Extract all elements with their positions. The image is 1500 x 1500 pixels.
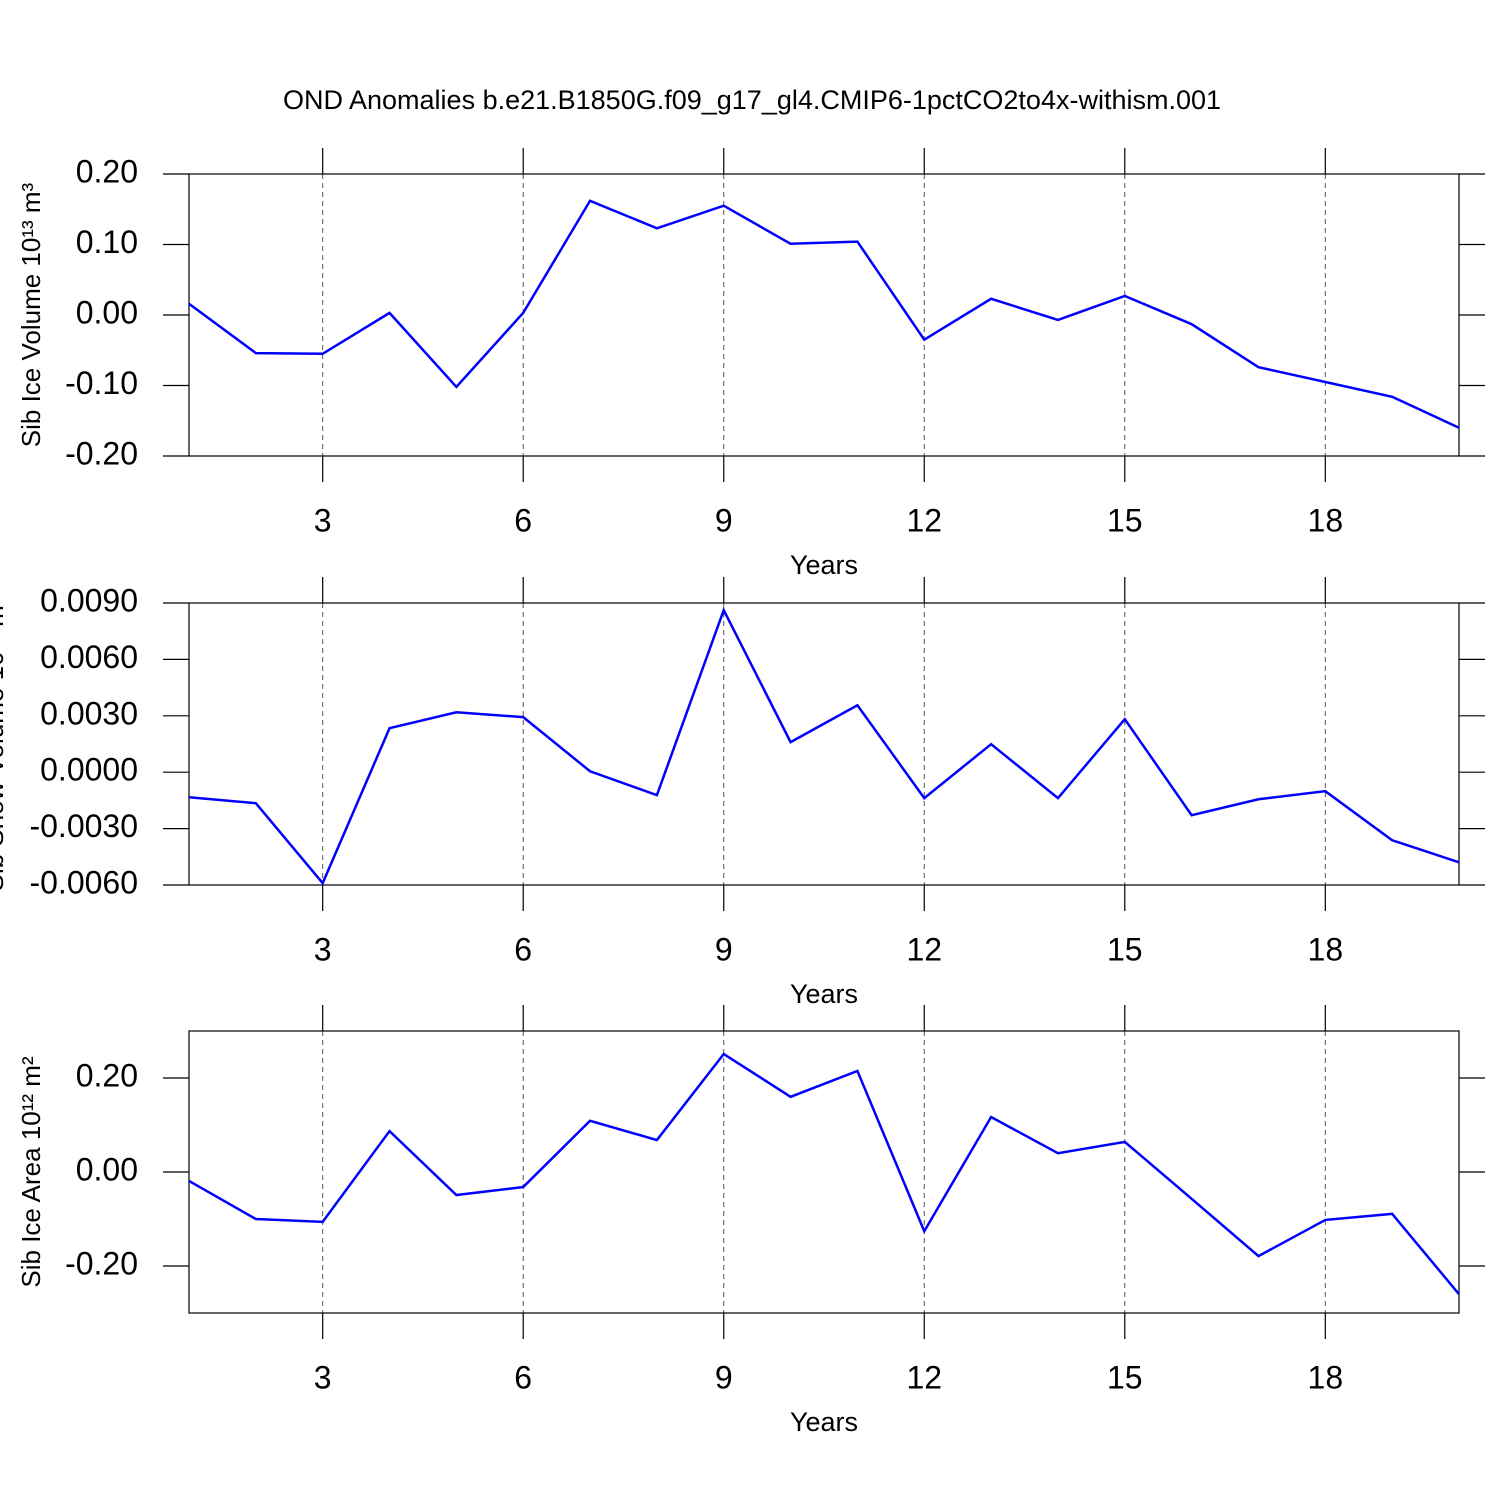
y-tick-label: 0.0000 — [40, 752, 138, 788]
y-tick-label: 0.20 — [76, 1057, 138, 1093]
y-tick-label: -0.20 — [65, 1245, 138, 1281]
x-tick-label: 15 — [1107, 502, 1143, 538]
x-axis-label: Years — [790, 979, 858, 1009]
y-tick-label: 0.0030 — [40, 695, 138, 731]
data-line — [188, 199, 1460, 429]
data-line — [188, 606, 1460, 886]
x-tick-label: 3 — [314, 1359, 332, 1395]
x-tick-label: 12 — [906, 1359, 942, 1395]
y-tick-label: -0.0030 — [29, 808, 138, 844]
y-tick-label: -0.20 — [65, 435, 138, 471]
x-tick-label: 18 — [1308, 1359, 1344, 1395]
x-tick-label: 3 — [314, 931, 332, 967]
x-tick-label: 18 — [1308, 931, 1344, 967]
x-tick-label: 15 — [1107, 1359, 1143, 1395]
y-tick-label: 0.0060 — [40, 639, 138, 675]
figure-title: OND Anomalies b.e21.B1850G.f09_g17_gl4.C… — [283, 85, 1221, 115]
x-tick-label: 6 — [514, 1359, 532, 1395]
x-tick-label: 9 — [715, 502, 733, 538]
plot-frame — [188, 1030, 1460, 1314]
y-axis-label: Sib Ice Volume 10¹³ m³ — [16, 182, 46, 447]
x-tick-label: 9 — [715, 931, 733, 967]
y-axis-label: Sib Ice Area 10¹² m² — [16, 1056, 46, 1288]
x-tick-label: 18 — [1308, 502, 1344, 538]
y-tick-label: -0.10 — [65, 365, 138, 401]
x-tick-label: 6 — [514, 502, 532, 538]
x-tick-label: 6 — [514, 931, 532, 967]
data-line — [188, 1052, 1460, 1295]
x-tick-label: 15 — [1107, 931, 1143, 967]
x-tick-label: 12 — [906, 502, 942, 538]
plot-frame — [188, 602, 1460, 886]
y-tick-label: 0.00 — [76, 294, 138, 330]
y-tick-label: 0.10 — [76, 224, 138, 260]
x-axis-label: Years — [790, 1407, 858, 1437]
plot-frame — [188, 173, 1460, 457]
y-tick-label: 0.20 — [76, 153, 138, 189]
y-tick-label: 0.00 — [76, 1151, 138, 1187]
x-tick-label: 12 — [906, 931, 942, 967]
x-tick-label: 3 — [314, 502, 332, 538]
y-tick-label: -0.0060 — [29, 864, 138, 900]
x-tick-label: 9 — [715, 1359, 733, 1395]
x-axis-label: Years — [790, 550, 858, 580]
y-axis-label: Sib Snow Volume 10¹³ m³ — [0, 596, 9, 891]
y-tick-label: 0.0090 — [40, 582, 138, 618]
